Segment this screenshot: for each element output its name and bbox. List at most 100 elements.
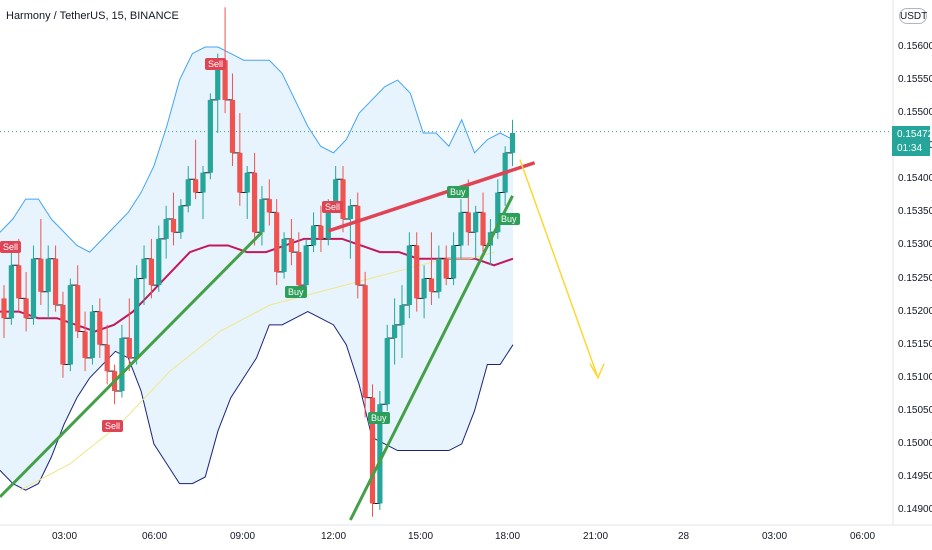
price-tick-label: 0.15100 xyxy=(898,371,932,383)
price-tick-label: 0.15350 xyxy=(898,206,932,218)
candle-body xyxy=(266,199,272,213)
price-tick-label: 0.15250 xyxy=(898,272,932,284)
candle-body xyxy=(421,278,427,299)
price-tick-label: 0.15400 xyxy=(898,173,932,185)
candle-body xyxy=(75,285,81,332)
candle-body xyxy=(119,338,125,391)
price-tick-label: 0.14900 xyxy=(898,504,932,516)
candle-body xyxy=(406,245,412,305)
candle-body xyxy=(355,205,361,286)
candle-body xyxy=(274,212,280,272)
candle-body xyxy=(318,225,324,239)
time-tick-label: 18:00 xyxy=(495,531,521,542)
time-tick-label: 03:00 xyxy=(762,531,788,542)
time-tick-label: 06:00 xyxy=(142,531,168,542)
candle-body xyxy=(170,219,177,233)
symbol-title: Harmony / TetherUS, 15, BINANCE xyxy=(6,10,179,22)
candle-body xyxy=(38,258,44,292)
candle-body xyxy=(509,133,516,153)
time-tick-label: 15:00 xyxy=(408,531,434,542)
price-tick-label: 0.15500 xyxy=(898,107,932,119)
bollinger-upper-line xyxy=(0,46,514,253)
forecast-arrow-head xyxy=(589,363,605,380)
sell-signal-label: Sell xyxy=(205,58,227,70)
candle-body xyxy=(465,212,471,233)
candle-body xyxy=(60,305,66,365)
price-tick-label: 0.15550 xyxy=(898,74,932,86)
candle-body xyxy=(141,258,147,279)
candle-body xyxy=(392,324,398,339)
candle-body xyxy=(384,338,390,405)
candle-body xyxy=(251,172,258,233)
candle-body xyxy=(428,278,435,292)
candle-body xyxy=(156,238,162,286)
candle-body xyxy=(296,252,302,286)
candle-body xyxy=(303,245,309,286)
candle-body xyxy=(23,298,29,319)
time-tick-label: 28 xyxy=(678,531,690,542)
candle-body xyxy=(229,99,236,153)
candle-body xyxy=(185,179,191,206)
candle-body xyxy=(369,397,376,504)
candle-body xyxy=(377,404,383,504)
candle-body xyxy=(436,258,442,292)
candle-body xyxy=(52,258,59,305)
last-price-value: 0.15472 xyxy=(897,129,932,140)
sell-signal-label: Sell xyxy=(322,201,344,213)
time-tick-label: 09:00 xyxy=(230,531,256,542)
candle-body xyxy=(45,258,51,292)
candle-body xyxy=(82,331,88,358)
buy-signal-label: Buy xyxy=(498,213,520,225)
candle-body xyxy=(325,205,331,239)
candle-body xyxy=(89,311,96,358)
time-tick-label: 03:00 xyxy=(52,531,78,542)
candle-body xyxy=(340,179,346,219)
candle-body xyxy=(178,205,184,233)
forecast-arrow-line xyxy=(519,159,599,379)
bollinger-lower-line xyxy=(0,311,514,491)
candle-body xyxy=(8,265,14,319)
price-tick-label: 0.15050 xyxy=(898,404,932,416)
candle-body xyxy=(104,344,110,372)
price-tick-label: 0.15150 xyxy=(898,338,932,350)
trendline-resistance xyxy=(327,161,536,233)
candle-body xyxy=(1,298,7,319)
candle-body xyxy=(134,278,140,358)
candle-body xyxy=(200,172,206,193)
sell-signal-label: Sell xyxy=(102,420,124,432)
candle-body xyxy=(495,192,501,233)
price-tick-label: 0.15000 xyxy=(898,437,932,449)
candle-body xyxy=(244,172,250,193)
candle-body xyxy=(450,245,457,279)
candle-body xyxy=(333,179,339,206)
candle-body xyxy=(259,199,265,233)
candle-body xyxy=(16,265,22,299)
price-tick-label: 0.15300 xyxy=(898,239,932,251)
candle-body xyxy=(215,60,221,100)
buy-signal-label: Buy xyxy=(368,412,390,424)
candle-body xyxy=(443,258,449,279)
price-tick-label: 0.14950 xyxy=(898,471,932,482)
bar-countdown: 01:34 xyxy=(897,143,923,154)
candle-body xyxy=(399,305,405,325)
price-tick-label: 0.15600 xyxy=(898,41,932,52)
candle-body xyxy=(97,311,103,345)
candle-body xyxy=(237,152,243,193)
time-tick-label: 21:00 xyxy=(583,531,609,542)
candle-body xyxy=(310,225,317,246)
candle-body xyxy=(207,99,213,173)
candle-body xyxy=(281,238,287,272)
candle-body xyxy=(480,212,486,246)
candle-body xyxy=(347,205,353,219)
candle-body xyxy=(414,245,420,299)
sell-signal-label: Sell xyxy=(0,241,22,253)
bollinger-band-fill xyxy=(0,47,513,491)
candle-body xyxy=(67,285,73,365)
last-price-badge: 0.15472 01:34 xyxy=(892,126,932,156)
candle-body xyxy=(473,212,479,233)
candle-body xyxy=(193,179,199,193)
currency-button[interactable]: USDT xyxy=(899,8,927,24)
candle-body xyxy=(30,258,37,319)
